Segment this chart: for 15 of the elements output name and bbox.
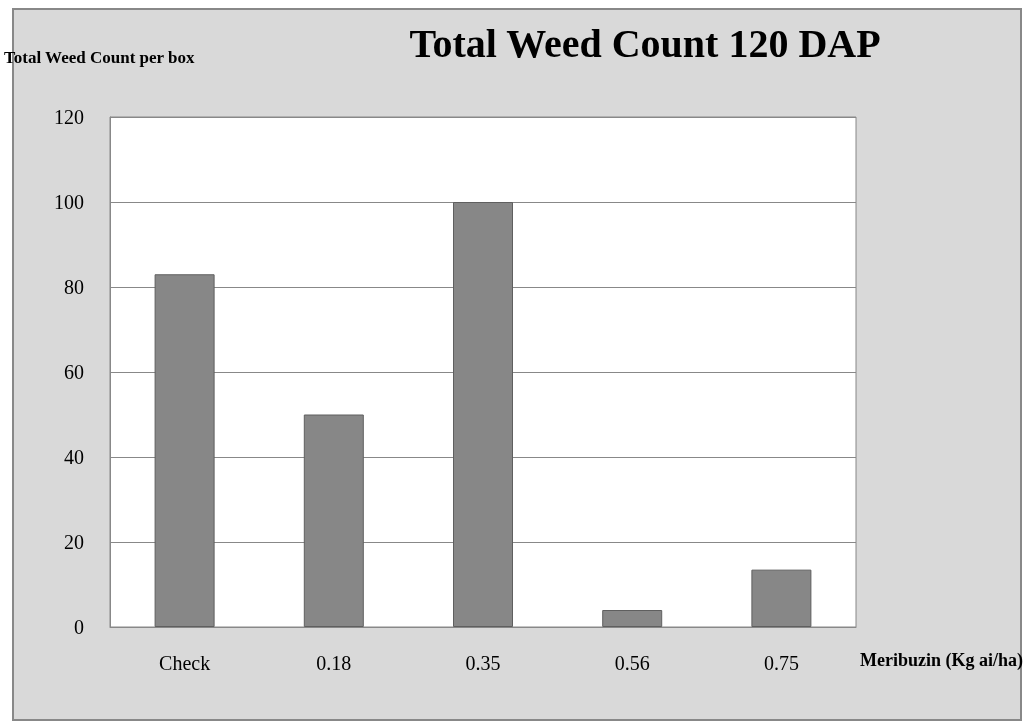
y-tick-label: 80 [64,276,84,298]
y-tick-label: 120 [54,106,84,128]
y-tick-label: 20 [64,531,84,553]
y-tick-label: 0 [74,616,84,638]
x-tick-label: 0.18 [316,652,352,674]
x-tick-label: 0.35 [465,652,501,674]
x-tick-label: 0.56 [614,652,650,674]
y-axis-title: Total Weed Count per box [4,47,195,67]
y-tick-label: 40 [64,446,84,468]
y-tick-label: 100 [54,191,84,213]
x-axis-title: Meribuzin (Kg ai/ha) [860,650,1024,671]
y-tick-label: 60 [64,361,84,383]
x-tick-label: 0.75 [763,652,799,674]
chart-title: Total Weed Count 120 DAP [409,20,881,66]
x-tick-label: Check [159,652,211,674]
